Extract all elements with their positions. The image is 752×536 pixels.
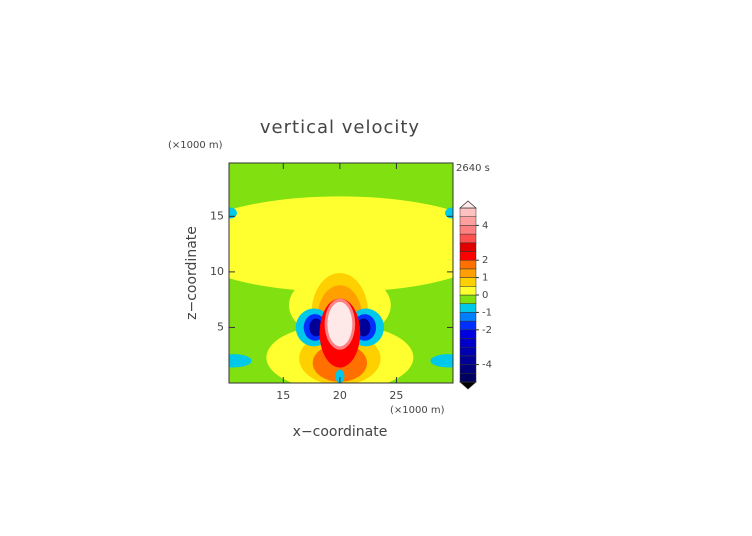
contour-field	[229, 163, 453, 383]
contour-region	[445, 207, 453, 219]
colorbar-tick-label: 0	[482, 290, 488, 301]
colorbar-bin	[459, 207, 477, 217]
contour-region	[229, 207, 237, 219]
axes: 15 20 25 5 10 15	[210, 162, 454, 402]
colorbar-bin	[459, 303, 477, 313]
colorbar-bin	[459, 338, 477, 348]
colorbar-tick-label: 4	[482, 220, 488, 231]
colorbar-bin	[459, 320, 477, 331]
colorbar-bin	[459, 355, 477, 365]
y-tick-label: 5	[217, 320, 224, 333]
contour-region	[229, 196, 453, 292]
contour-region	[335, 369, 345, 383]
contour-region	[229, 354, 252, 368]
colorbar-bin	[459, 373, 477, 383]
x-unit: (×1000 m)	[390, 405, 445, 416]
x-tick-label: 25	[389, 389, 403, 402]
y-unit: (×1000 m)	[168, 140, 223, 151]
contour-region	[430, 354, 453, 368]
time-label: 2640 s	[456, 163, 490, 174]
x-tick-label: 20	[333, 389, 347, 402]
colorbar-tick-label: -1	[482, 307, 492, 318]
contour-region	[309, 318, 323, 337]
x-tick-label: 15	[276, 389, 290, 402]
chart-title: vertical velocity	[260, 117, 420, 138]
y-tick-label: 15	[210, 209, 224, 222]
y-tick-label: 10	[210, 265, 224, 278]
plot-frame	[228, 162, 454, 384]
colorbar-bin	[459, 259, 477, 270]
colorbar-under	[459, 381, 477, 390]
colorbar-bin	[459, 216, 477, 226]
colorbar-tick-label: -2	[482, 325, 492, 336]
colorbar-bin	[459, 225, 477, 235]
colorbar-over	[459, 200, 477, 209]
colorbar-bin	[459, 268, 477, 278]
colorbar-bin	[459, 242, 477, 252]
colorbar-bin	[459, 277, 477, 287]
colorbar-bin	[459, 364, 477, 374]
contour-region	[327, 301, 353, 347]
contour-region	[356, 318, 371, 337]
colorbar-bin	[459, 233, 477, 244]
y-axis-label: z−coordinate	[184, 226, 200, 320]
colorbar-tick-label: 1	[482, 273, 488, 284]
x-axis-label: x−coordinate	[293, 424, 388, 440]
colorbar-bin	[459, 286, 477, 296]
colorbar-bin	[459, 346, 477, 357]
colorbar-bin	[459, 329, 477, 339]
colorbar-bin	[459, 312, 477, 322]
colorbar-tick-label: 2	[482, 255, 488, 266]
colorbar-bin	[459, 294, 477, 304]
colorbar-tick-label: -4	[482, 360, 492, 371]
colorbar-bin	[459, 251, 477, 261]
